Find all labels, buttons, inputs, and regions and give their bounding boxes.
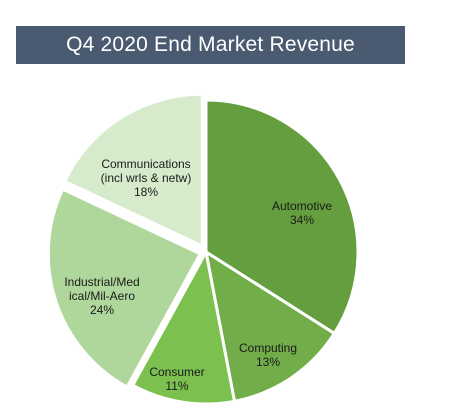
slice-label-communications-incl-wrls-netw: Communications (incl wrls & netw) 18% [101, 157, 192, 199]
slice-label-computing: Computing 13% [239, 341, 297, 369]
chart-title-bar: Q4 2020 End Market Revenue [16, 26, 405, 64]
pie-slice-industrial-medical-mil-aero [46, 187, 203, 390]
pie-slice-computing [203, 248, 337, 404]
pie-slice-communications-incl-wrls-netw [62, 92, 204, 249]
slice-label-industrial-medical-mil-aero: Industrial/Med ical/Mil-Aero 24% [64, 275, 139, 317]
slice-label-consumer: Consumer 11% [149, 365, 204, 393]
pie-slice-consumer [130, 247, 237, 406]
slice-label-automotive: Automotive 34% [272, 199, 332, 227]
chart-title: Q4 2020 End Market Revenue [66, 33, 355, 56]
